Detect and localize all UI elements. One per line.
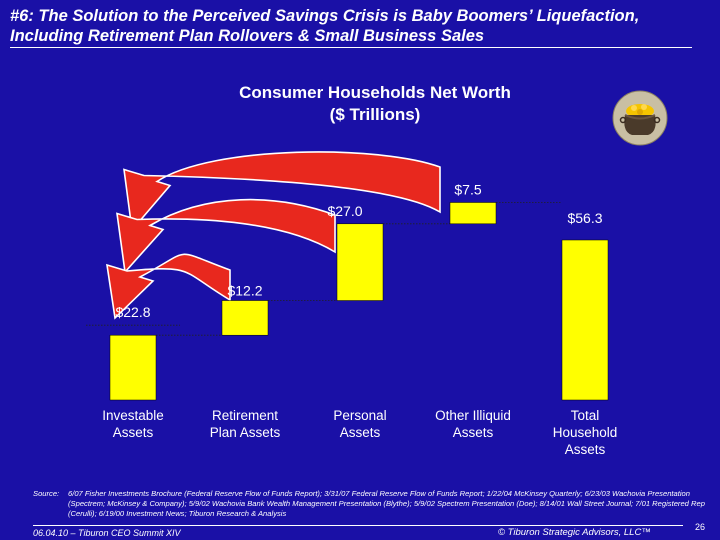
flow-arrow-3 bbox=[106, 253, 231, 320]
flow-arrow-2 bbox=[116, 198, 336, 274]
bar-4 bbox=[449, 202, 497, 225]
category-label-2: Plan Assets bbox=[210, 425, 281, 440]
source-text: 6/07 Fisher Investments Brochure (Federa… bbox=[68, 489, 705, 518]
pot-of-gold-icon bbox=[612, 90, 668, 146]
category-label-5: Total bbox=[571, 408, 600, 423]
category-label-4: Assets bbox=[453, 425, 494, 440]
bar-1 bbox=[109, 334, 157, 401]
category-label-1: Assets bbox=[113, 425, 154, 440]
chart-subtitle: ($ Trillions) bbox=[329, 105, 421, 124]
footer-event: 06.04.10 – Tiburon CEO Summit XIV bbox=[33, 528, 181, 538]
value-label-1: $22.8 bbox=[115, 304, 150, 320]
category-label-5: Assets bbox=[565, 442, 606, 457]
category-label-5: Household bbox=[553, 425, 618, 440]
flow-arrow-1 bbox=[123, 151, 441, 232]
category-labels: Investable Assets Retirement Plan Assets Per… bbox=[102, 408, 617, 457]
category-label-1: Investable bbox=[102, 408, 164, 423]
source-label: Source: bbox=[33, 489, 60, 498]
flow-arrows bbox=[106, 151, 441, 320]
slide-title: #6: The Solution to the Perceived Saving… bbox=[10, 7, 640, 45]
title-divider bbox=[10, 47, 692, 48]
footer-copyright: © Tiburon Strategic Advisors, LLC™ bbox=[498, 527, 651, 538]
bar-2 bbox=[221, 300, 269, 336]
category-label-3: Personal bbox=[333, 408, 386, 423]
bars bbox=[109, 202, 609, 401]
bar-5 bbox=[561, 239, 609, 401]
value-label-3: $27.0 bbox=[327, 203, 362, 219]
chart-title: Consumer Households Net Worth ($ Trillio… bbox=[180, 82, 570, 126]
value-labels: $22.8 $12.2 $27.0 $7.5 $56.3 bbox=[115, 181, 602, 320]
chart-title-main: Consumer Households Net Worth bbox=[239, 83, 511, 102]
category-label-2: Retirement bbox=[212, 408, 278, 423]
connector-lines bbox=[86, 202, 562, 336]
footer-divider bbox=[33, 525, 683, 526]
page-number: 26 bbox=[695, 522, 706, 532]
value-label-5: $56.3 bbox=[567, 210, 602, 226]
value-label-2: $12.2 bbox=[227, 283, 262, 299]
bar-3 bbox=[336, 223, 384, 301]
category-label-4: Other Illiquid bbox=[435, 408, 511, 423]
category-label-3: Assets bbox=[340, 425, 381, 440]
value-label-4: $7.5 bbox=[454, 181, 481, 197]
